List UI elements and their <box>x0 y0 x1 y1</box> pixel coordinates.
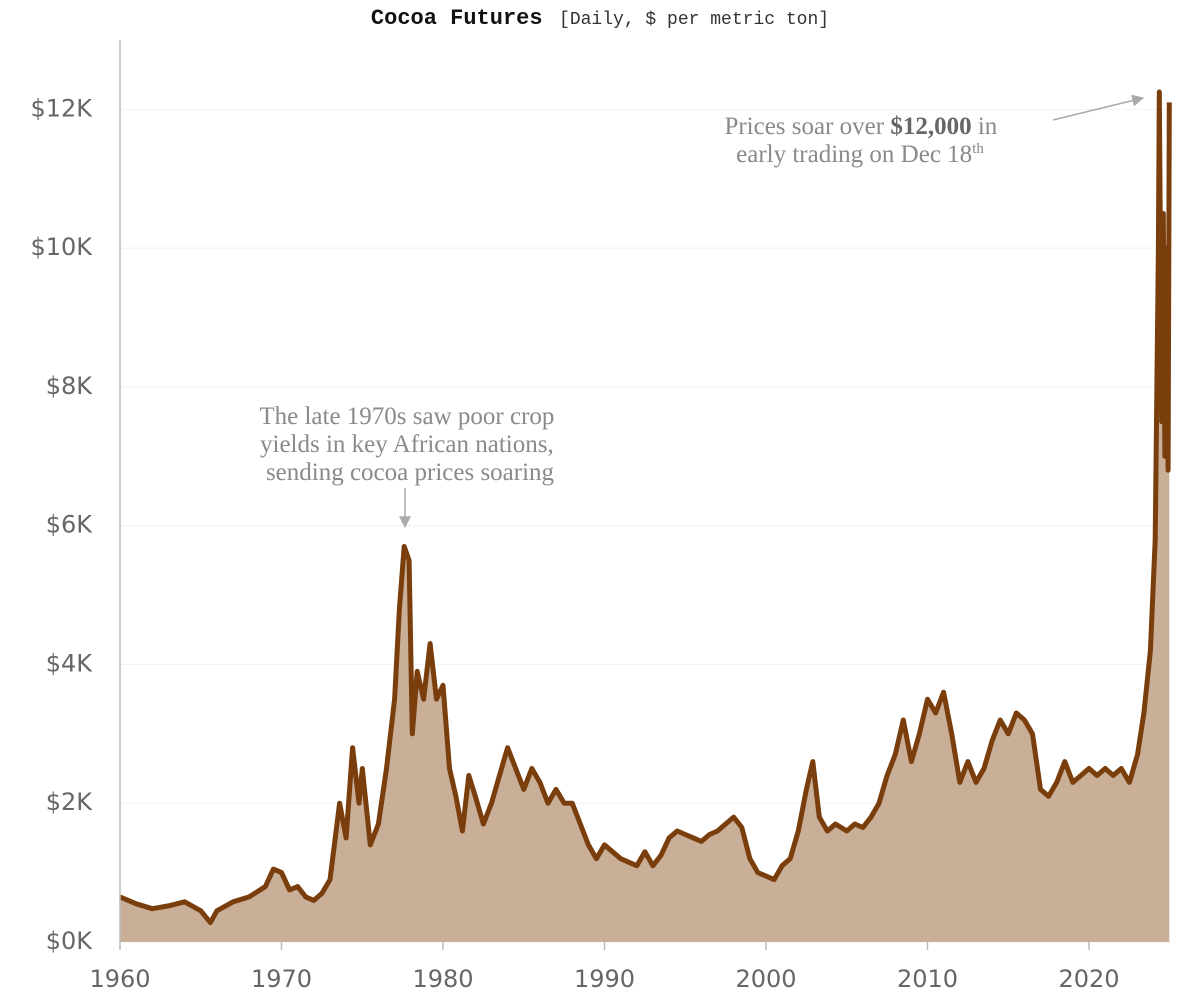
annotation-text: Prices soar over <box>724 113 890 140</box>
plot-area <box>119 89 1172 943</box>
annotation-superscript: th <box>972 141 984 157</box>
y-tick-label: $8K <box>46 372 94 400</box>
annotation-line: Prices soar over $12,000 in <box>724 113 997 140</box>
x-tick-label: 2000 <box>735 965 796 993</box>
y-tick-label: $4K <box>46 649 94 677</box>
annotation-text: early trading on Dec 18 <box>736 141 972 168</box>
x-tick-label: 1970 <box>251 965 312 993</box>
annotation-arrow <box>1052 94 1145 121</box>
y-tick-label: $2K <box>46 788 94 816</box>
annotation-line: early trading on Dec 18th <box>736 141 984 168</box>
area <box>120 92 1170 942</box>
annotation-text: in <box>972 113 998 140</box>
x-tick-label: 1990 <box>574 965 635 993</box>
x-tick-label: 1960 <box>89 965 150 993</box>
x-tick-label: 2020 <box>1058 965 1119 993</box>
chart-title: Cocoa Futures <box>371 6 543 31</box>
annotation-line: yields in key African nations, <box>260 431 554 458</box>
annotation-line: sending cocoa prices soaring <box>266 459 555 486</box>
y-tick-label: $10K <box>30 233 93 261</box>
chart-subtitle: [Daily, $ per metric ton] <box>559 10 829 30</box>
y-tick-label: $6K <box>46 511 94 539</box>
annotation: The late 1970s saw poor crop yields in k… <box>259 403 560 486</box>
x-tick-label: 1980 <box>412 965 473 993</box>
annotation-emphasis: $12,000 <box>890 113 971 140</box>
x-tick-label: 2010 <box>897 965 958 993</box>
price-line <box>119 89 1172 926</box>
chart-heading: Cocoa Futures [Daily, $ per metric ton] <box>371 6 829 31</box>
y-tick-label: $12K <box>30 94 93 122</box>
y-tick-label: $0K <box>46 927 94 955</box>
annotation-line: The late 1970s saw poor crop <box>259 403 554 430</box>
annotation: Prices soar over $12,000 in early tradin… <box>724 113 1003 168</box>
